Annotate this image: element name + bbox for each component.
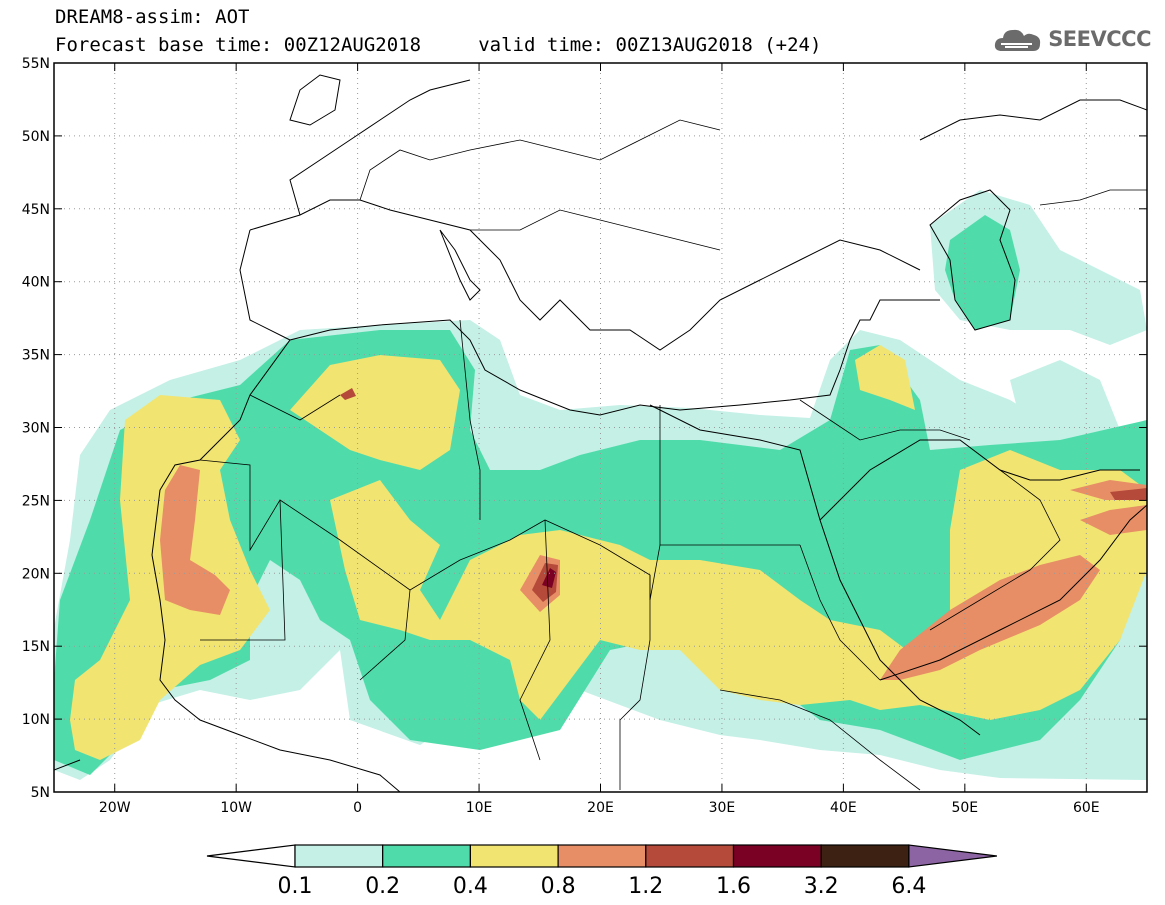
axis-ticks: [54, 62, 1147, 793]
coastlines: [54, 74, 1147, 792]
x-tick-label: 60E: [1073, 800, 1100, 816]
x-tick-label: 20E: [587, 800, 614, 816]
colorbar-label: 0.1: [278, 874, 313, 899]
x-tick-label: 30E: [709, 800, 736, 816]
colorbar-box: [820, 844, 910, 868]
colorbar-box: [382, 844, 472, 868]
colorbar-box: [557, 844, 647, 868]
y-tick-label: 25N: [22, 493, 50, 509]
colorbar-box: [732, 844, 822, 868]
chart-subtitle: Forecast base time: 00Z12AUG2018 valid t…: [55, 34, 822, 56]
x-tick-label: 50E: [951, 800, 978, 816]
graticule: [54, 63, 1147, 792]
colorbar-box: [645, 844, 735, 868]
y-tick-label: 50N: [22, 129, 50, 145]
aot-field: [54, 190, 1147, 780]
borders: [199, 119, 1147, 791]
y-tick-label: 35N: [22, 348, 50, 364]
y-tick-label: 45N: [22, 202, 50, 218]
colorbar-label: 1.2: [628, 874, 663, 899]
y-tick-label: 30N: [22, 421, 50, 437]
x-tick-label: 10E: [466, 800, 493, 816]
colorbar-label: 1.6: [716, 874, 751, 899]
aot-level-1-6: [542, 568, 556, 588]
y-tick-label: 10N: [22, 712, 50, 728]
colorbar-box: [294, 844, 384, 868]
chart-title: DREAM8-assim: AOT: [55, 6, 250, 28]
colorbar-box: [469, 844, 559, 868]
colorbar-max-arrow: [908, 844, 997, 868]
colorbar-label: 0.4: [453, 874, 488, 899]
y-tick-label: 5N: [31, 785, 50, 801]
cloud-icon: [995, 29, 1041, 51]
colorbar-labels: 0.1 0.2 0.4 0.8 1.2 1.6 3.2 6.4: [278, 874, 927, 899]
y-tick-label: 40N: [22, 275, 50, 291]
colorbar-label: 3.2: [804, 874, 839, 899]
y-tick-label: 15N: [22, 639, 50, 655]
y-tick-label: 55N: [22, 56, 50, 72]
seevccc-logo: SEEVCCC: [992, 24, 1151, 54]
x-tick-label: 0: [353, 800, 362, 816]
colorbar-label: 0.8: [541, 874, 576, 899]
x-tick-label: 40E: [830, 800, 857, 816]
colorbar-min-arrow: [206, 844, 296, 868]
colorbar-label: 6.4: [891, 874, 926, 899]
x-tick-label: 20W: [99, 800, 131, 816]
x-axis-labels: 20W 10W 0 10E 20E 30E 40E 50E 60E: [99, 800, 1100, 816]
colorbar-boxes: [206, 844, 997, 868]
x-tick-label: 10W: [220, 800, 252, 816]
colorbar-label: 0.2: [365, 874, 400, 899]
logo-text: SEEVCCC: [1048, 27, 1151, 51]
y-tick-label: 20N: [22, 566, 50, 582]
y-axis-labels: 55N 50N 45N 40N 35N 30N 25N 20N 15N 10N 5N: [22, 56, 50, 801]
